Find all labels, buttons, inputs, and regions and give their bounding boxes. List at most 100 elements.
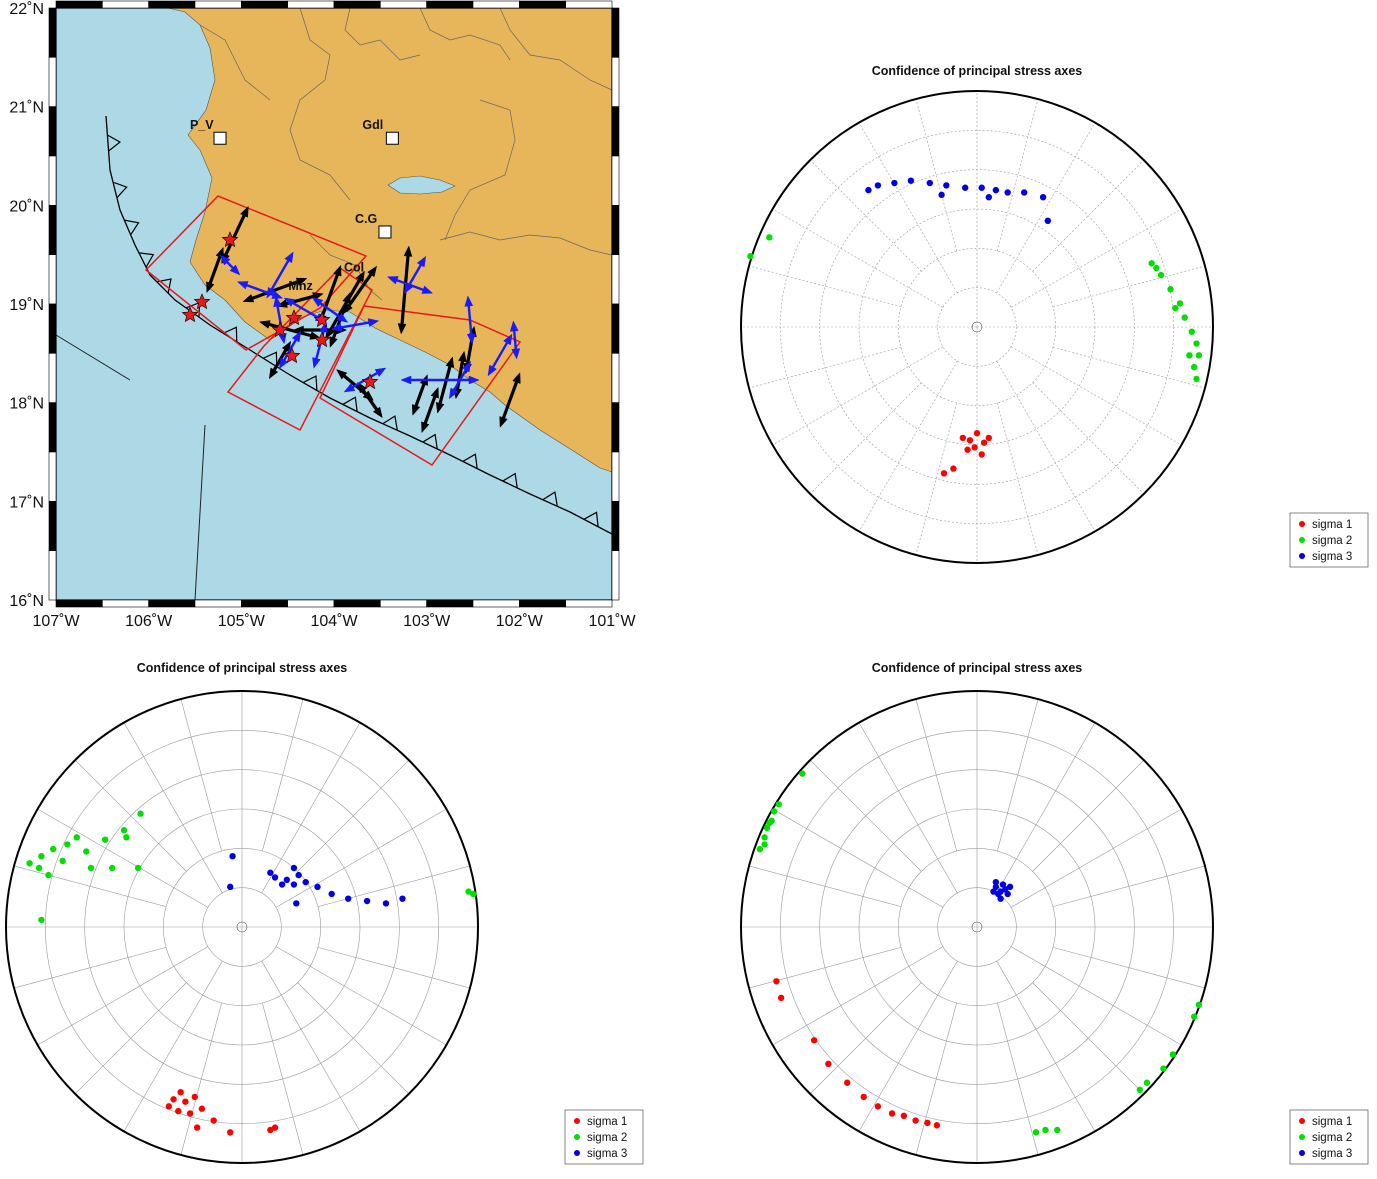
data-point [810, 1037, 818, 1044]
cluster-2 [747, 234, 1203, 383]
trench-tooth [222, 326, 238, 342]
grid-spoke [748, 265, 902, 307]
grid-spoke [37, 946, 209, 1046]
legend-entry: sigma 3 [1312, 1148, 1352, 1160]
legend-entry: sigma 2 [587, 1132, 627, 1144]
cluster-1 [940, 430, 992, 477]
data-point [938, 191, 945, 199]
grid-spoke [1010, 208, 1182, 308]
sigma3-arrow [403, 255, 427, 295]
epicenter-star [221, 231, 239, 248]
lat-tick-label: 22˚N [9, 1, 44, 18]
trench-tooth [262, 351, 278, 367]
data-point [926, 179, 933, 187]
grid-spoke [74, 982, 187, 1095]
data-point [271, 1124, 279, 1131]
data-point [227, 1129, 234, 1136]
data-point [283, 876, 291, 883]
data-point [175, 1107, 182, 1115]
city-label: Gdl [362, 118, 383, 132]
sigma3-arrow [509, 320, 521, 360]
lat-tick-label: 16˚N [9, 593, 44, 610]
data-point [123, 834, 130, 841]
grid-spoke [809, 759, 922, 872]
lat-tick-label: 20˚N [9, 198, 44, 215]
data-point [888, 1110, 896, 1117]
grid-spoke [1010, 808, 1182, 908]
trench-tooth [462, 453, 478, 469]
city-marker: P_V [190, 118, 227, 145]
sigma3-arrow [330, 318, 380, 332]
legend-entry: sigma 2 [1312, 1132, 1352, 1144]
data-point [1176, 300, 1184, 307]
data-point [1004, 189, 1011, 196]
map-panel: P_V Gdl C.G Mnz Col 16˚N 17˚N 18˚N 19˚N 20˚N 21˚N… [0, 0, 660, 640]
data-point [165, 1103, 173, 1110]
data-point [992, 186, 1000, 194]
data-point [1172, 304, 1179, 312]
data-point [87, 864, 95, 872]
legend-swatch [1299, 553, 1305, 559]
data-point [302, 878, 309, 886]
data-point [770, 808, 778, 815]
data-point [773, 978, 780, 985]
grid-spoke [858, 722, 958, 894]
data-point [267, 869, 274, 876]
data-point [1042, 1126, 1049, 1134]
data-point [109, 864, 116, 872]
epicenter-star [361, 373, 379, 390]
data-point [766, 234, 773, 241]
grid-spoke [997, 1002, 1039, 1156]
grid-spoke [748, 865, 902, 907]
epicenter-star [313, 331, 331, 348]
trench-tooth [382, 415, 398, 431]
data-point [137, 810, 144, 817]
data-point [973, 430, 981, 437]
grid-spoke [1032, 382, 1145, 495]
grid-spoke [1032, 982, 1145, 1095]
grid-spoke [275, 946, 447, 1046]
data-point [465, 888, 472, 895]
data-point [271, 874, 279, 881]
data-point [35, 864, 43, 872]
grid-ring [937, 287, 1017, 367]
data-point [763, 824, 771, 832]
data-point [182, 1098, 189, 1105]
grid-spoke [13, 947, 167, 989]
data-point [1160, 1065, 1167, 1072]
sigma3-arrow [236, 281, 284, 299]
grid-spoke [180, 1002, 222, 1156]
data-point [959, 434, 967, 442]
grid-spoke [1010, 346, 1182, 446]
data-point [210, 1117, 217, 1124]
data-point [1143, 1079, 1151, 1086]
stereonet-title: Confidence of principal stress axes [872, 64, 1083, 78]
sigma3-arrow [278, 330, 302, 370]
data-point [978, 184, 985, 191]
center-mark [236, 921, 248, 933]
data-point [980, 439, 988, 446]
data-point [766, 819, 773, 827]
grid-spoke [772, 208, 944, 308]
sigma3-arrow [266, 251, 294, 299]
legend-swatch [1299, 1134, 1305, 1140]
sigma1-arrow [206, 246, 224, 294]
data-point [860, 1093, 867, 1101]
grid-spoke [262, 698, 304, 852]
data-point [777, 994, 785, 1001]
trench-tooth [342, 396, 358, 412]
data-point [267, 1126, 274, 1134]
grid-spoke [997, 98, 1039, 252]
stereonet-title: Confidence of principal stress axes [872, 661, 1083, 675]
data-point [345, 895, 352, 902]
legend: sigma 1 sigma 2 sigma 3 [1289, 512, 1369, 568]
legend-swatch [574, 1118, 580, 1124]
grid-spoke [261, 722, 361, 894]
legend-swatch [1299, 537, 1305, 543]
data-point [1195, 1001, 1203, 1009]
sigma1-arrow [421, 386, 439, 434]
data-point [191, 1093, 198, 1101]
data-point [328, 890, 335, 898]
stereonet-title: Confidence of principal stress axes [137, 661, 348, 675]
grid-spoke [772, 808, 944, 908]
